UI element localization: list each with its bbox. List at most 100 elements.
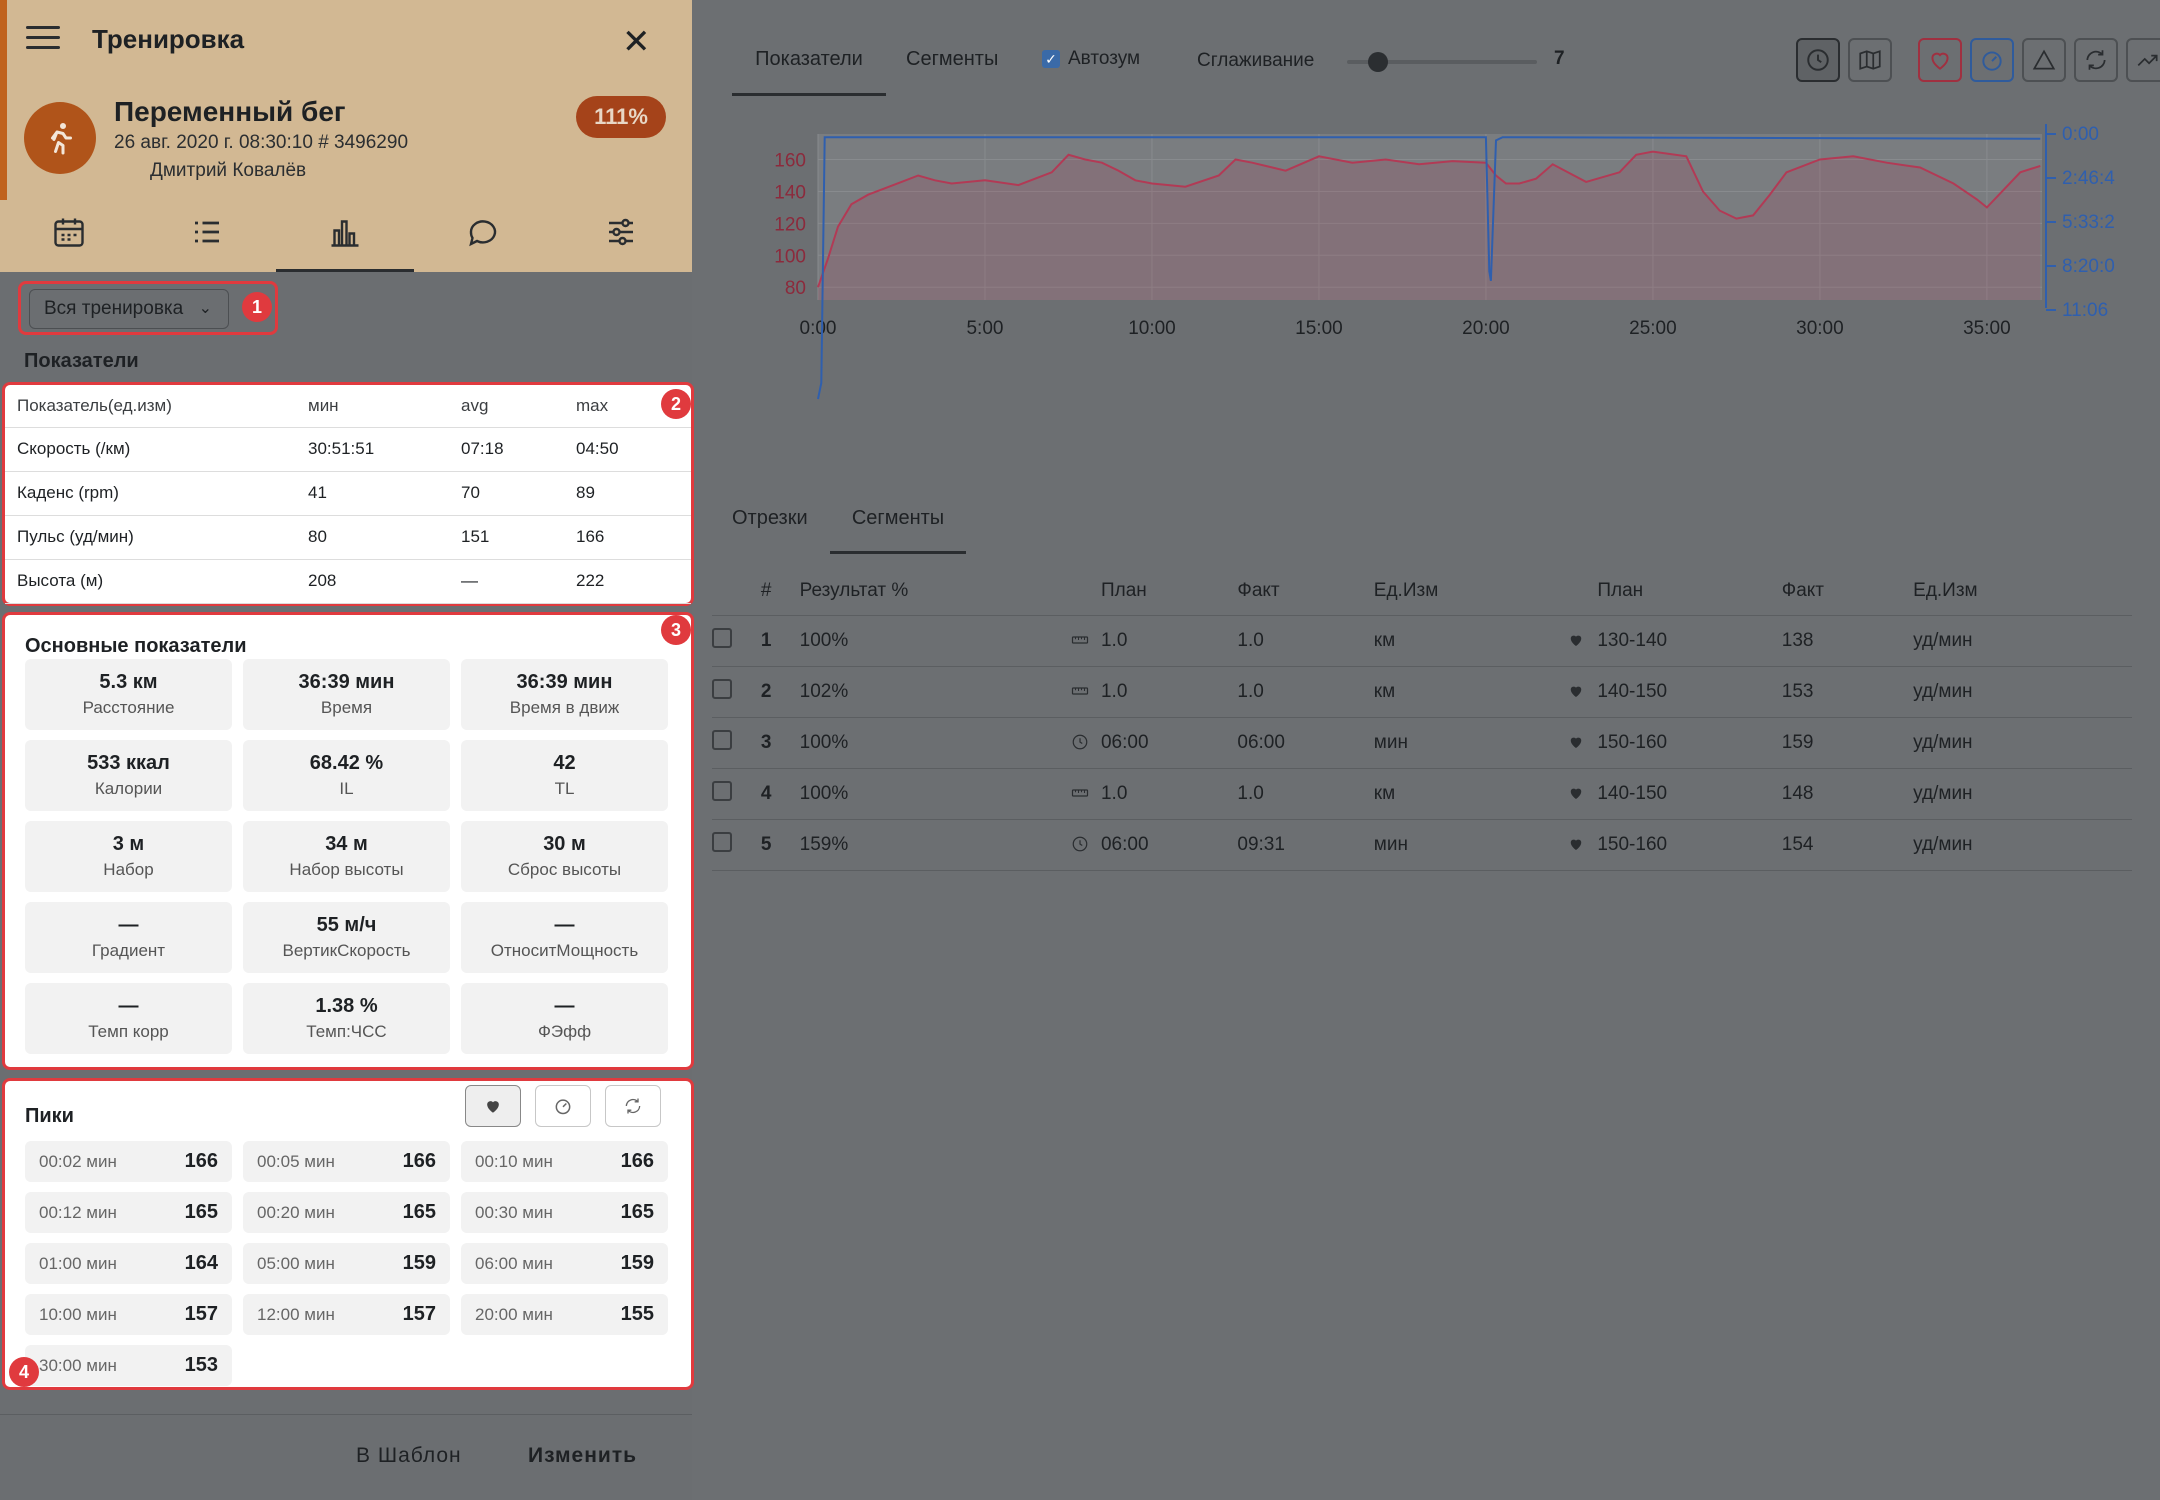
trend-button[interactable] (2126, 38, 2160, 82)
segment-hr-fact: 138 (1781, 615, 1914, 667)
segment-checkbox-cell (712, 615, 761, 667)
marker-badge-1: 1 (242, 292, 272, 322)
main-stats-title: Основные показатели (25, 635, 247, 657)
segment-checkbox[interactable] (712, 627, 732, 648)
menu-icon[interactable] (26, 26, 60, 50)
tab-segments[interactable]: Сегменты (906, 48, 999, 70)
segment-checkbox-cell (712, 717, 761, 769)
stat-value: — (554, 914, 575, 936)
map-icon (1859, 50, 1881, 70)
close-icon[interactable]: ✕ (622, 23, 651, 61)
stat-label: Время (320, 698, 373, 717)
slider-thumb[interactable] (1368, 52, 1388, 72)
speed-button[interactable] (1970, 38, 2014, 82)
nav-calendar[interactable] (0, 214, 138, 272)
segment-row[interactable]: 4 100% 1.0 1.0 км 140-150 148 уд/мин (712, 768, 2132, 820)
col-plan: План (1100, 567, 1238, 616)
peaks-heart-button[interactable] (465, 1085, 521, 1127)
segment-plan: 1.0 (1100, 666, 1238, 718)
metric-max: 89 (576, 471, 691, 516)
peak-duration: 20:00 мин (475, 1304, 553, 1324)
athlete-name[interactable]: Дмитрий Ковалёв (150, 160, 307, 181)
metric-name: Каденс (rpm) (5, 471, 308, 516)
peak-duration: 30:00 мин (39, 1355, 117, 1375)
segment-number: 4 (760, 768, 800, 820)
heart-icon (1567, 834, 1585, 856)
segment-result: 100% (799, 717, 1101, 769)
heart-rate-button[interactable] (1918, 38, 1962, 82)
range-select[interactable]: Вся тренировка ⌄ (29, 289, 229, 329)
segment-row[interactable]: 1 100% 1.0 1.0 км 130-140 138 уд/мин (712, 615, 2132, 667)
running-icon (24, 102, 96, 174)
stat-label: Набор высоты (289, 860, 404, 879)
segment-hr-plan: 140-150 (1597, 768, 1782, 820)
stat-card: — Темп корр (25, 983, 232, 1054)
heart-rate-chart[interactable]: 0:00 5:00 10:00 15:00 20:00 25:00 30:00 35:00 16… (752, 110, 2132, 440)
segment-hr-unit: уд/мин (1913, 717, 2132, 769)
nav-settings[interactable] (552, 214, 690, 272)
segment-row[interactable]: 3 100% 06:00 06:00 мин 150-160 159 уд/мин (712, 717, 2132, 769)
map-button[interactable] (1848, 38, 1892, 82)
segment-hr-unit: уд/мин (1913, 615, 2132, 667)
peak-card: 05:00 мин 159 (243, 1243, 450, 1284)
segment-hr-fact: 154 (1781, 819, 1914, 871)
checkbox-checked-icon[interactable]: ✓ (1042, 50, 1060, 68)
sliders-icon (609, 218, 633, 246)
nav-charts[interactable] (276, 214, 414, 272)
peak-duration: 06:00 мин (475, 1253, 553, 1273)
autozoom-toggle[interactable]: ✓ Автозум (1042, 48, 1140, 70)
stat-card: — ОтноситМощность (461, 902, 668, 973)
elevation-button[interactable] (2022, 38, 2066, 82)
tab-laps[interactable]: Отрезки (732, 507, 808, 529)
refresh-icon (625, 1098, 641, 1114)
metric-avg: 70 (461, 471, 576, 516)
col-result: Результат % (799, 567, 1101, 616)
edit-button[interactable]: Изменить (528, 1444, 638, 1467)
peaks-cadence-button[interactable] (605, 1085, 661, 1127)
segment-checkbox[interactable] (712, 678, 732, 699)
stat-card: 36:39 мин Время в движ (461, 659, 668, 730)
segment-hr-unit: уд/мин (1913, 768, 2132, 820)
peak-value: 166 (184, 1150, 218, 1172)
peaks-speed-button[interactable] (535, 1085, 591, 1127)
peak-value: 157 (184, 1303, 218, 1325)
segment-row[interactable]: 2 102% 1.0 1.0 км 140-150 153 уд/мин (712, 666, 2132, 718)
time-axis-button[interactable] (1796, 38, 1840, 82)
workout-panel: Тренировка ✕ Переменный бег 26 авг. 2020… (0, 0, 694, 1500)
stat-card: 68.42 % IL (243, 740, 450, 811)
segment-plan: 1.0 (1100, 768, 1238, 820)
segment-checkbox[interactable] (712, 780, 732, 801)
cadence-button[interactable] (2074, 38, 2118, 82)
smoothing-slider[interactable] (1347, 52, 1537, 72)
segment-hr-plan: 140-150 (1597, 666, 1782, 718)
segment-checkbox[interactable] (712, 729, 732, 750)
x-tick-label: 35:00 (1963, 318, 2011, 339)
segment-result: 159% (799, 819, 1101, 871)
peak-value: 164 (184, 1252, 218, 1274)
segment-row[interactable]: 5 159% 06:00 09:31 мин 150-160 154 уд/мин (712, 819, 2132, 871)
segment-fact: 1.0 (1237, 768, 1374, 820)
nav-comments[interactable] (414, 214, 552, 272)
stat-card: 30 м Сброс высоты (461, 821, 668, 892)
save-template-button[interactable]: В Шаблон (356, 1444, 462, 1467)
metric-max: 222 (576, 559, 691, 604)
col-hr-plan: План (1597, 567, 1782, 616)
segment-unit: км (1373, 768, 1598, 820)
tab-segments-table[interactable]: Сегменты (830, 490, 966, 554)
peak-duration: 10:00 мин (39, 1304, 117, 1324)
col-unit: Ед.Изм (1373, 567, 1598, 616)
stat-card: 55 м/ч ВертикСкорость (243, 902, 450, 973)
metric-min: 41 (308, 471, 461, 516)
metric-name: Пульс (уд/мин) (5, 515, 308, 560)
peak-duration: 12:00 мин (257, 1304, 335, 1324)
speedometer-icon (1982, 51, 2002, 71)
tab-metrics[interactable]: Показатели (732, 28, 886, 96)
metrics-header-row: Показатель(ед.изм) мин avg max (5, 385, 691, 428)
stat-card: 34 м Набор высоты (243, 821, 450, 892)
nav-list[interactable] (138, 214, 276, 272)
segment-unit: км (1373, 615, 1598, 667)
segment-checkbox[interactable] (712, 831, 732, 852)
segment-result-value: 100% (799, 782, 849, 804)
metric-min: 30:51:51 (308, 427, 461, 472)
chart-toolbar: Показатели Сегменты ✓ Автозум Сглаживани… (732, 28, 2160, 100)
